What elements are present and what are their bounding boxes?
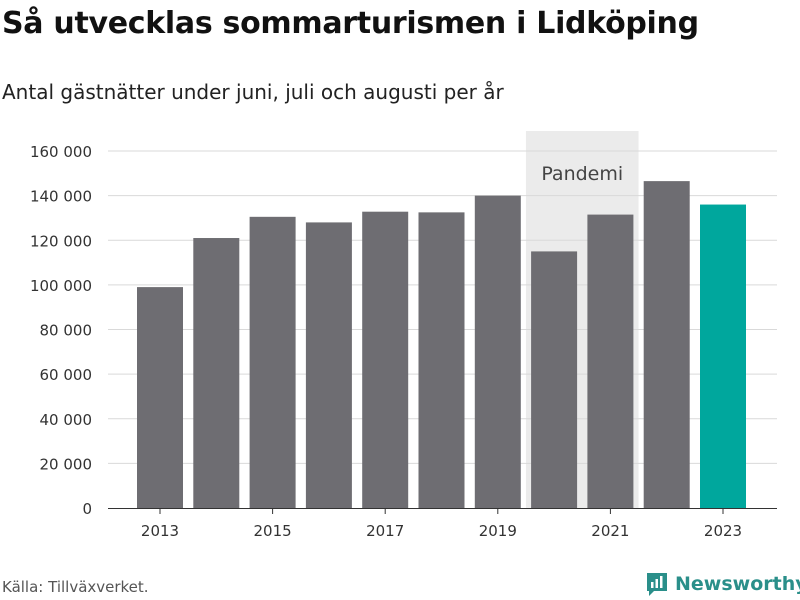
- x-tick-label: 2013: [141, 522, 179, 540]
- y-tick-label: 160 000: [30, 143, 92, 161]
- bar-2023: [700, 204, 746, 509]
- y-tick-label: 40 000: [40, 411, 93, 429]
- y-tick-label: 140 000: [30, 188, 92, 206]
- x-tick-label: 2019: [479, 522, 517, 540]
- brand-name: Newsworthy: [675, 573, 800, 595]
- y-tick-label: 120 000: [30, 232, 92, 250]
- bar-2021: [587, 214, 634, 508]
- x-tick-label: 2017: [366, 522, 404, 540]
- pandemic-label: Pandemi: [541, 163, 623, 185]
- bar-2019: [474, 195, 521, 508]
- bar-2016: [305, 222, 352, 508]
- x-tick-label: 2015: [254, 522, 292, 540]
- chart-title: Så utvecklas sommarturismen i Lidköping: [2, 6, 699, 41]
- y-tick-label: 100 000: [30, 277, 92, 295]
- bar-2017: [362, 211, 409, 508]
- bar-2020: [531, 251, 578, 508]
- x-tick-label: 2023: [704, 522, 742, 540]
- y-tick-label: 80 000: [40, 322, 93, 340]
- y-tick-label: 0: [82, 500, 92, 518]
- brand-logo: Newsworthy: [645, 571, 800, 597]
- bar-2013: [137, 287, 183, 508]
- source-note: Källa: Tillväxverket.: [2, 578, 149, 596]
- bar-2018: [418, 212, 465, 508]
- x-tick-label: 2021: [591, 522, 629, 540]
- y-tick-label: 20 000: [40, 455, 93, 473]
- y-tick-label: 60 000: [40, 366, 93, 384]
- bar-2014: [193, 238, 240, 509]
- bar-2015: [249, 216, 296, 508]
- newsworthy-logo-icon: [647, 573, 667, 596]
- bar-2022: [643, 181, 690, 508]
- chart-subtitle: Antal gästnätter under juni, juli och au…: [2, 80, 504, 104]
